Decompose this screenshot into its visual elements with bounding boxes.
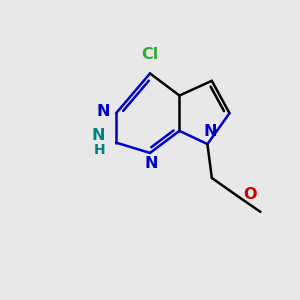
Text: Cl: Cl xyxy=(141,47,159,62)
Text: O: O xyxy=(243,187,257,202)
Text: N: N xyxy=(96,104,110,119)
Text: N: N xyxy=(92,128,105,143)
Text: H: H xyxy=(93,143,105,157)
Text: N: N xyxy=(203,124,217,139)
Text: N: N xyxy=(145,157,158,172)
